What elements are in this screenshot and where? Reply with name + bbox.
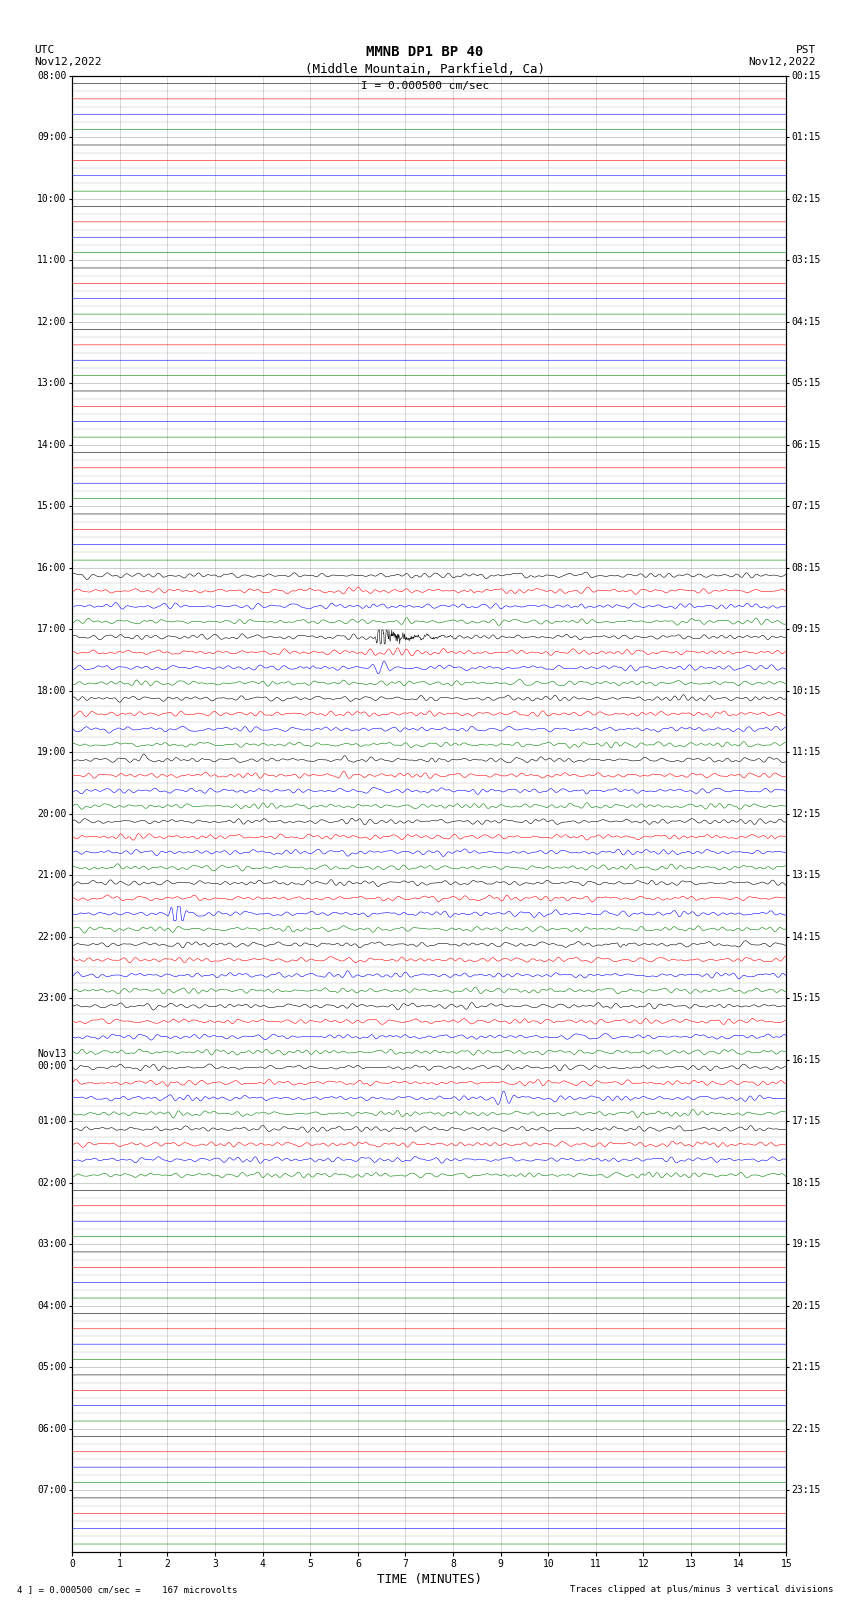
Text: UTC
Nov12,2022: UTC Nov12,2022 <box>34 45 101 66</box>
Text: PST
Nov12,2022: PST Nov12,2022 <box>749 45 816 66</box>
Text: Traces clipped at plus/minus 3 vertical divisions: Traces clipped at plus/minus 3 vertical … <box>570 1584 833 1594</box>
Text: I = 0.000500 cm/sec: I = 0.000500 cm/sec <box>361 81 489 90</box>
Text: (Middle Mountain, Parkfield, Ca): (Middle Mountain, Parkfield, Ca) <box>305 63 545 76</box>
X-axis label: TIME (MINUTES): TIME (MINUTES) <box>377 1573 482 1586</box>
Text: MMNB DP1 BP 40: MMNB DP1 BP 40 <box>366 45 484 60</box>
Text: 4 ] = 0.000500 cm/sec =    167 microvolts: 4 ] = 0.000500 cm/sec = 167 microvolts <box>17 1584 237 1594</box>
